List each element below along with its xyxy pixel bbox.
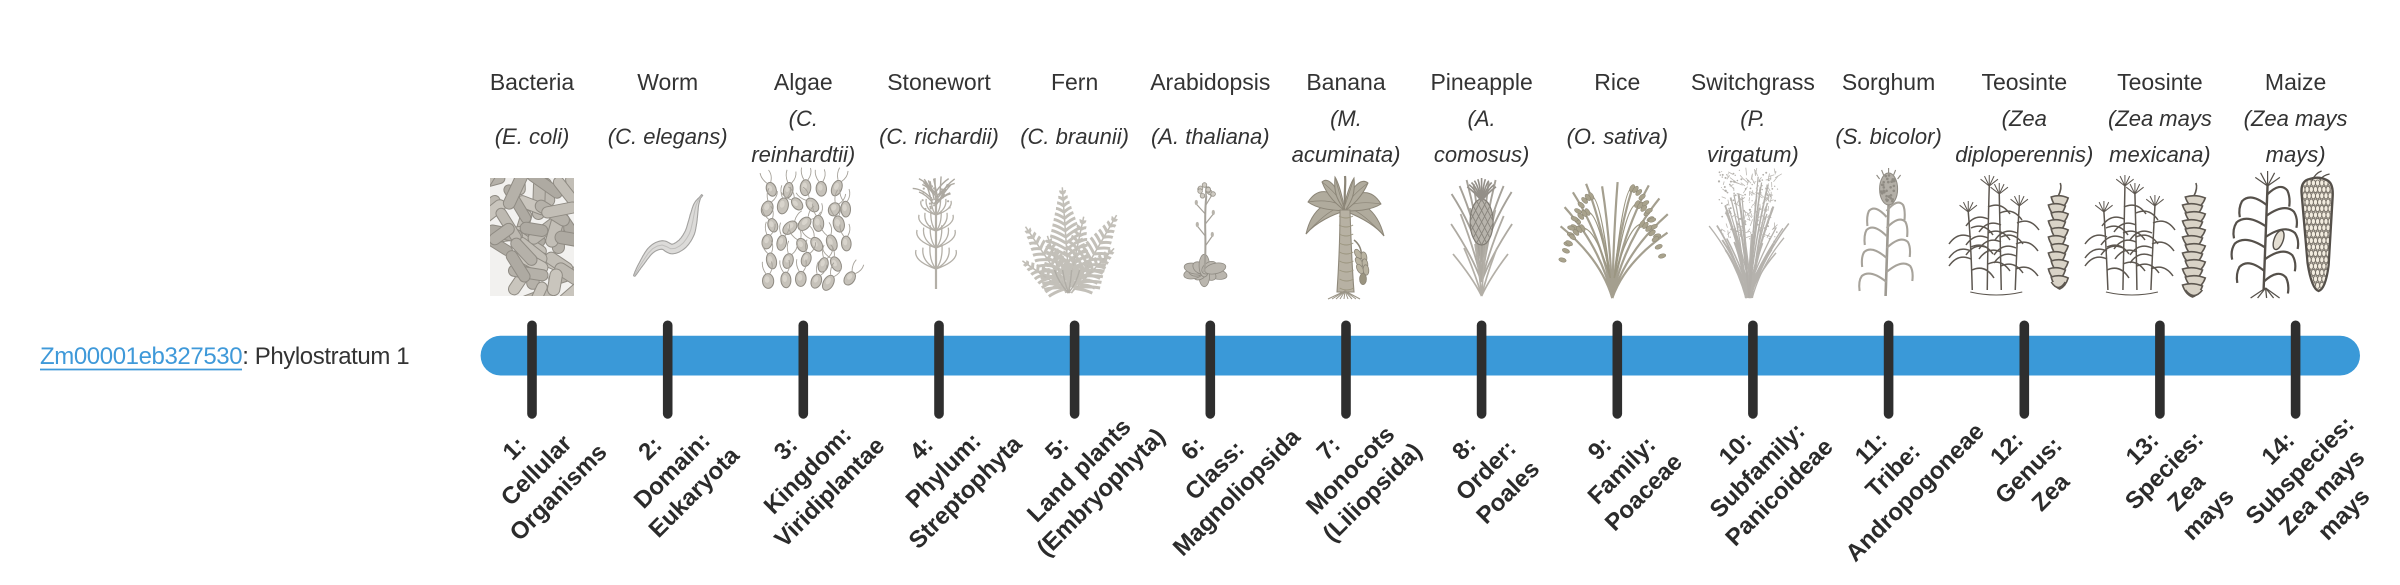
svg-text:diploperennis): diploperennis): [1955, 142, 2093, 167]
svg-text:Stonewort: Stonewort: [887, 69, 991, 95]
svg-text:(Zea: (Zea: [2002, 106, 2047, 131]
svg-text:comosus): comosus): [1434, 142, 1529, 167]
svg-text:(A.: (A.: [1468, 106, 1496, 131]
svg-text:Teosinte: Teosinte: [1981, 69, 2067, 95]
svg-text:mexicana): mexicana): [2109, 142, 2210, 167]
svg-text:(C.: (C.: [789, 106, 818, 131]
svg-text:(C. elegans): (C. elegans): [608, 124, 728, 149]
svg-text:(E. coli): (E. coli): [495, 124, 570, 149]
svg-text:(Zea mays: (Zea mays: [2108, 106, 2212, 131]
svg-text:(A. thaliana): (A. thaliana): [1151, 124, 1270, 149]
svg-text:(C. braunii): (C. braunii): [1020, 124, 1129, 149]
svg-text:Pineapple: Pineapple: [1430, 69, 1532, 95]
svg-text:Switchgrass: Switchgrass: [1691, 69, 1815, 95]
svg-text:Fern: Fern: [1051, 69, 1098, 95]
svg-text:(M.: (M.: [1330, 106, 1362, 131]
svg-text:Bacteria: Bacteria: [490, 69, 575, 95]
svg-text:Rice: Rice: [1594, 69, 1640, 95]
svg-text:acuminata): acuminata): [1292, 142, 1401, 167]
svg-text:Maize: Maize: [2265, 69, 2326, 95]
svg-text:(C. richardii): (C. richardii): [879, 124, 999, 149]
svg-text:(O. sativa): (O. sativa): [1567, 124, 1668, 149]
svg-text:Banana: Banana: [1306, 69, 1386, 95]
svg-text:Worm: Worm: [637, 69, 698, 95]
svg-text:mays): mays): [2266, 142, 2326, 167]
svg-text:Algae: Algae: [774, 69, 833, 95]
svg-text:(Zea mays: (Zea mays: [2244, 106, 2348, 131]
svg-text:Sorghum: Sorghum: [1842, 69, 1935, 95]
svg-text:Teosinte: Teosinte: [2117, 69, 2203, 95]
svg-text:reinhardtii): reinhardtii): [751, 142, 855, 167]
svg-text:Arabidopsis: Arabidopsis: [1150, 69, 1270, 95]
svg-text:virgatum): virgatum): [1707, 142, 1799, 167]
svg-text:Zm00001eb327530: Phylostratum: Zm00001eb327530: Phylostratum 1: [40, 343, 409, 370]
svg-text:(P.: (P.: [1740, 106, 1765, 131]
svg-text:(S. bicolor): (S. bicolor): [1835, 124, 1941, 149]
